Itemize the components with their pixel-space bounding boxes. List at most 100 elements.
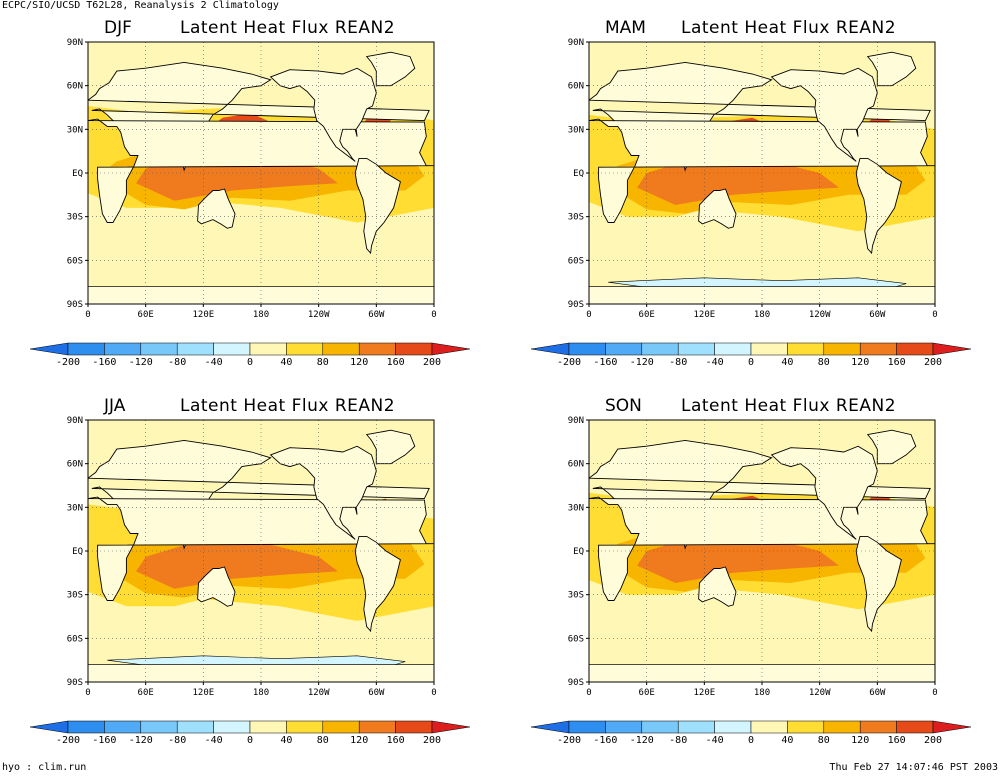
coastline [354, 535, 401, 633]
colorbar-swatch [677, 720, 715, 734]
map-title: Latent Heat Flux REAN2 [180, 18, 395, 38]
colorbar-swatch [67, 720, 105, 734]
panel-djf-svg: DJF Latent Heat Flux REAN2 90N 60N 30N EQ 30S 6… [29, 18, 471, 368]
lon-tick-label: 0 [431, 688, 436, 698]
colorbar-label: 200 [423, 735, 441, 746]
colorbar-swatch [104, 720, 142, 734]
colorbar-swatch [605, 342, 643, 356]
lon-tick-label: 180 [253, 688, 269, 698]
lat-tick-label: 30N [568, 125, 584, 135]
colorbar-label: 160 [888, 735, 906, 746]
lon-tick-label: 0 [586, 688, 591, 698]
colorbar-swatch [395, 720, 433, 734]
colorbar-swatch [176, 720, 214, 734]
colorbar-swatch [213, 720, 251, 734]
colorbar-label: -80 [168, 357, 186, 368]
lon-tick-label: 120W [809, 310, 831, 320]
lat-tick-label: 90N [568, 416, 584, 426]
lon-tick-label: 120W [308, 310, 330, 320]
colorbar-label: -80 [669, 735, 687, 746]
coastline [866, 429, 917, 465]
colorbar-label: 160 [387, 357, 405, 368]
colorbar-right-arrow [431, 342, 471, 356]
colorbar-label: -80 [168, 735, 186, 746]
lon-tick-label: 0 [85, 310, 90, 320]
colorbar-label: 120 [350, 735, 368, 746]
colorbar-label: 80 [317, 735, 329, 746]
lon-tick-label: 120W [308, 688, 330, 698]
season-label: DJF [104, 18, 132, 38]
lon-tick-label: 120W [809, 688, 831, 698]
panel-jja: JJA Latent Heat Flux REAN2 90N 60N 30N EQ 30S 6… [0, 378, 500, 758]
coastline [589, 496, 935, 601]
lon-tick-label: 60W [869, 310, 886, 320]
colorbar-swatch [176, 342, 214, 356]
lon-tick-label: 60W [869, 688, 886, 698]
lon-tick-label: 0 [431, 310, 436, 320]
lat-tick-label: 90N [67, 38, 83, 48]
colorbar-swatch [322, 720, 360, 734]
colorbar-swatch [395, 342, 433, 356]
colorbar-swatch [104, 342, 142, 356]
colorbar-label: -200 [56, 735, 80, 746]
panel-djf: DJF Latent Heat Flux REAN2 90N 60N 30N EQ 30S 6… [0, 0, 500, 380]
colorbar-swatch [140, 342, 178, 356]
colorbar-right-arrow [932, 342, 972, 356]
coastline [698, 188, 737, 229]
colorbar-label: -40 [205, 357, 223, 368]
lon-tick-label: 180 [754, 310, 770, 320]
antarctica [88, 664, 434, 682]
coastline [770, 445, 878, 540]
footer-timestamp: Thu Feb 27 14:07:46 PST 2003 [829, 762, 998, 773]
colorbar-label: 200 [423, 357, 441, 368]
colorbar-swatch [67, 342, 105, 356]
coastline [354, 157, 401, 255]
lat-tick-label: 60S [568, 256, 584, 266]
colorbar-label: -160 [92, 735, 116, 746]
colorbar-label: -120 [129, 357, 153, 368]
colorbar-label: -80 [669, 357, 687, 368]
colorbar-swatch [249, 342, 287, 356]
coastline [88, 118, 434, 223]
antarctica [88, 286, 434, 304]
lon-tick-label: 60W [368, 310, 385, 320]
coastline [589, 118, 935, 223]
panel-mam: MAM Latent Heat Flux REAN2 90N 60N 30N EQ 30S 6… [501, 0, 1001, 380]
lon-tick-label: 0 [586, 310, 591, 320]
lat-tick-label: 90S [67, 300, 83, 310]
colorbar-swatch [140, 720, 178, 734]
colorbar-swatch [568, 342, 606, 356]
coastline [770, 67, 878, 162]
lat-tick-label: 30S [67, 213, 83, 223]
colorbar-swatch [286, 342, 324, 356]
map-title: Latent Heat Flux REAN2 [681, 396, 896, 416]
lat-tick-label: 90S [568, 300, 584, 310]
colorbar-label: 120 [851, 735, 869, 746]
coastline [88, 496, 434, 601]
colorbar-swatch [213, 342, 251, 356]
lon-tick-label: 60E [138, 310, 154, 320]
colorbar-left-arrow [29, 342, 69, 356]
colorbar-left-arrow [530, 342, 570, 356]
colorbar-label: 0 [247, 357, 253, 368]
lon-tick-label: 120E [192, 310, 214, 320]
coastline [866, 51, 917, 87]
lat-tick-label: 60S [67, 634, 83, 644]
lat-tick-label: 30N [67, 125, 83, 135]
colorbar-label: 120 [350, 357, 368, 368]
map-title: Latent Heat Flux REAN2 [681, 18, 896, 38]
antarctica [589, 664, 935, 682]
lon-tick-label: 120E [192, 688, 214, 698]
colorbar-swatch [859, 342, 897, 356]
coastline [197, 188, 236, 229]
colorbar-label: -160 [92, 357, 116, 368]
lon-tick-label: 0 [85, 688, 90, 698]
lat-tick-label: 60S [67, 256, 83, 266]
colorbar-swatch [859, 720, 897, 734]
coastline [365, 429, 416, 465]
panel-son: SON Latent Heat Flux REAN2 90N 60N 30N EQ 30S 6… [501, 378, 1001, 758]
lon-tick-label: 60W [368, 688, 385, 698]
lon-tick-label: 60E [639, 310, 655, 320]
lat-tick-label: 60N [67, 460, 83, 470]
season-label: SON [605, 396, 642, 416]
